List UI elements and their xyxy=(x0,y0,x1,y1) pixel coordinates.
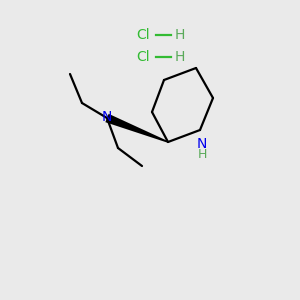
Text: H: H xyxy=(197,148,207,161)
Text: N: N xyxy=(197,137,207,151)
Text: Cl: Cl xyxy=(136,28,150,42)
Polygon shape xyxy=(105,114,168,143)
Text: N: N xyxy=(102,110,112,124)
Text: Cl: Cl xyxy=(136,50,150,64)
Text: H: H xyxy=(175,50,185,64)
Text: H: H xyxy=(175,28,185,42)
